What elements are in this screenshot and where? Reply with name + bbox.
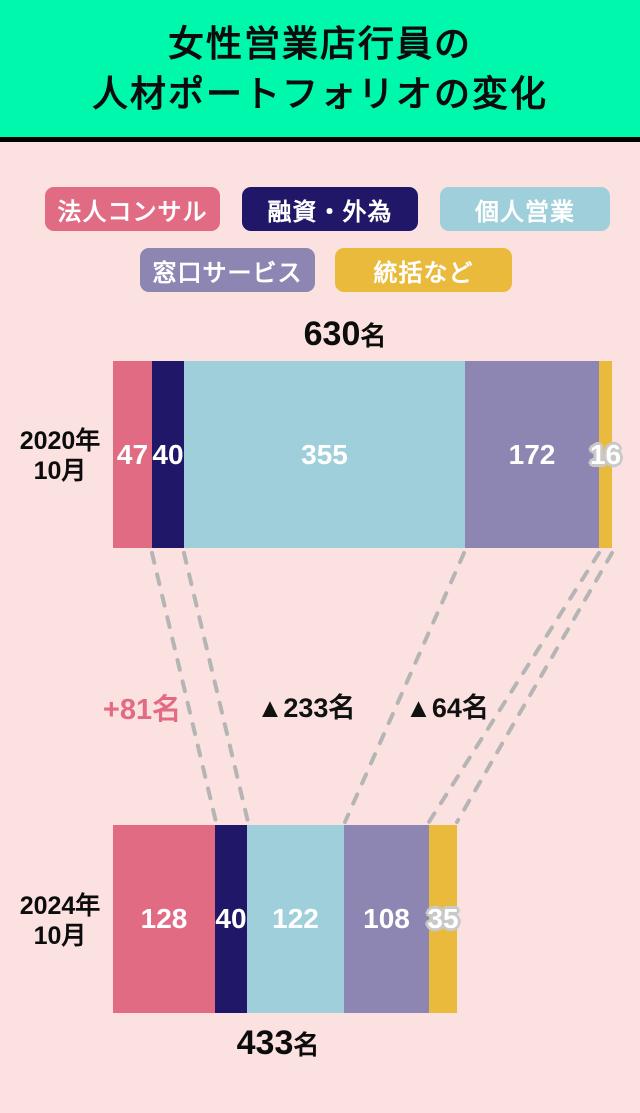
- legend-label: 融資・外為: [267, 198, 393, 226]
- year-label-2020: 2020年 10月: [5, 426, 115, 486]
- year-2024-line-1: 2024年: [19, 892, 101, 920]
- legend-label: 法人コンサル: [57, 198, 208, 226]
- bar-2024-segment-toukatsu-nado: 35: [427, 825, 459, 1013]
- bar-2024-segment-houjin-consul: 128: [113, 825, 215, 1013]
- segment-value: 108: [363, 903, 410, 934]
- page-title-line-2: 人材ポートフォリオの変化: [91, 72, 548, 114]
- header: 女性営業店行員の 人材ポートフォリオの変化: [0, 0, 640, 137]
- connector-line-blue-purple: [343, 551, 466, 824]
- legend-label: 個人営業: [475, 198, 575, 226]
- bar-2020-segment-toukatsu-nado: 16: [590, 361, 621, 548]
- segment-value: 122: [272, 903, 319, 934]
- year-2020-line-2: 10月: [33, 457, 87, 485]
- bar-2020-segment-yuushi-gaitame: 40: [152, 361, 184, 548]
- total-2024-suffix: 名: [293, 1030, 320, 1060]
- legend-item-toukatsu-nado: 統括など: [335, 248, 512, 292]
- bar-2020-segment-madoguchi-service: 172: [465, 361, 599, 548]
- segment-value: 40: [152, 438, 184, 470]
- stacked-bar-2020: 47 40 355 172 16: [113, 361, 621, 548]
- year-2024-line-2: 10月: [33, 922, 87, 950]
- legend-label: 窓口サービス: [152, 259, 303, 287]
- connector-line-purple-yellow: [427, 551, 601, 824]
- annotation-gain-81: +81名: [102, 694, 182, 726]
- segment-value: 35: [427, 903, 459, 934]
- segment-value: 128: [140, 903, 188, 934]
- annotation-loss-233: ▲233名: [256, 693, 356, 723]
- legend-item-madoguchi-service: 窓口サービス: [140, 248, 315, 292]
- segment-value: 172: [508, 438, 556, 470]
- total-2020-suffix: 名: [360, 321, 387, 351]
- connector-line-navy-blue: [182, 551, 250, 824]
- segment-value: 355: [301, 438, 348, 470]
- bar-2024-segment-kojin-eigyou: 122: [247, 825, 344, 1013]
- year-label-2024: 2024年 10月: [5, 891, 115, 951]
- legend-item-kojin-eigyou: 個人営業: [440, 187, 610, 231]
- bar-2020-segment-houjin-consul: 47: [113, 361, 152, 548]
- segment-value: 16: [589, 438, 622, 470]
- header-divider: [0, 137, 640, 142]
- annotation-loss-64: ▲64名: [405, 693, 489, 723]
- total-2024-value: 433: [236, 1024, 294, 1062]
- bar-2024-segment-madoguchi-service: 108: [344, 825, 429, 1013]
- segment-value: 40: [215, 903, 247, 934]
- segment-value: 47: [116, 438, 149, 470]
- stacked-bar-2024: 128 40 122 108 35: [113, 825, 459, 1013]
- connector-line-right-edge: [455, 551, 614, 824]
- year-2020-line-1: 2020年: [19, 427, 101, 455]
- connector-line-pink-navy: [150, 551, 218, 824]
- connector-lines: [150, 551, 614, 824]
- legend-item-yuushi-gaitame: 融資・外為: [242, 187, 418, 231]
- bar-2024-segment-yuushi-gaitame: 40: [215, 825, 247, 1013]
- bar-2020-segment-kojin-eigyou: 355: [184, 361, 465, 548]
- page-title-line-1: 女性営業店行員の: [167, 22, 472, 64]
- legend-item-houjin-consul: 法人コンサル: [45, 187, 220, 231]
- total-2024: 433名: [128, 1024, 428, 1063]
- total-2020: 630名: [195, 315, 495, 354]
- legend-label: 統括など: [373, 259, 474, 287]
- total-2020-value: 630: [303, 315, 361, 353]
